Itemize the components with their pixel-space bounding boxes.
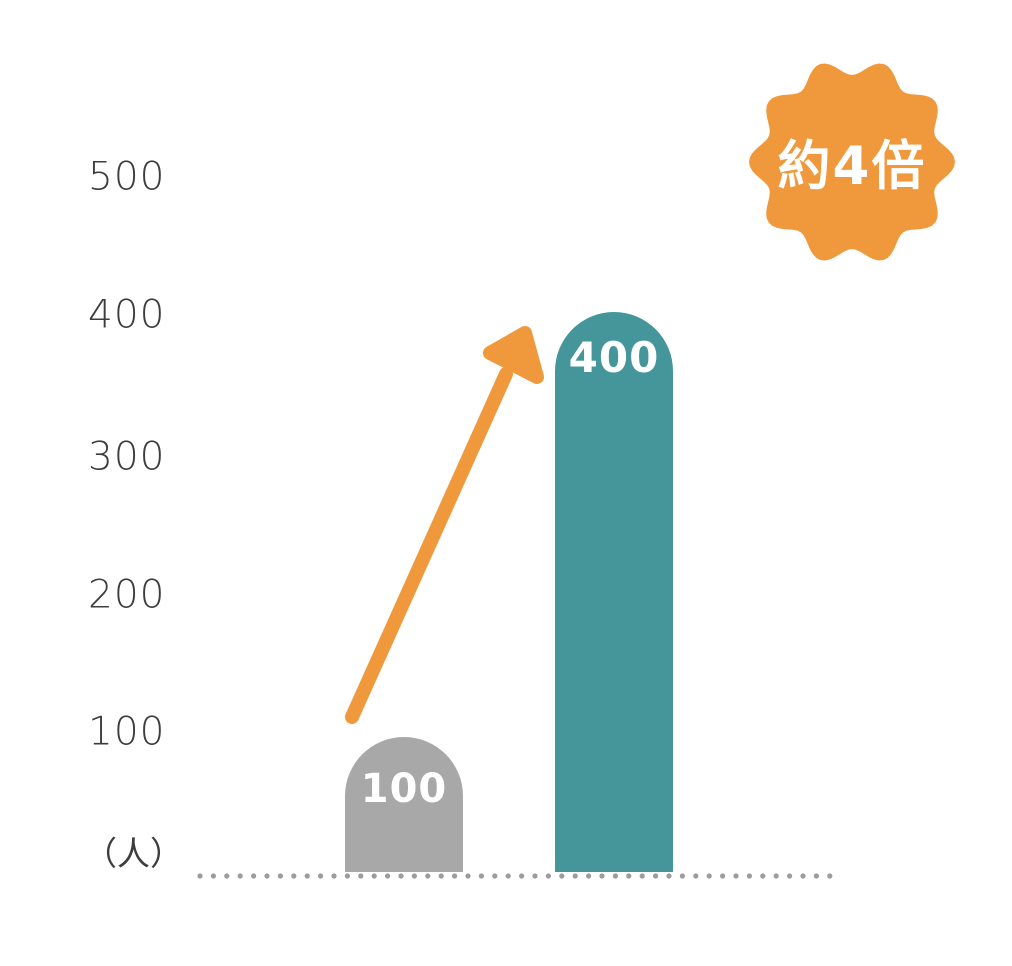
y-axis-tick-300: 300	[88, 434, 166, 480]
y-axis-tick-200: 200	[88, 572, 166, 618]
bar-before: 100	[345, 737, 463, 872]
y-axis-unit-label: （人）	[84, 834, 183, 873]
increase-arrow-icon	[345, 326, 544, 724]
multiplier-badge: 約4倍	[747, 57, 957, 267]
y-axis-tick-500: 500	[88, 154, 166, 200]
badge-seal-icon	[749, 63, 955, 261]
badge-seal-path	[749, 63, 955, 261]
bar-value-label: 100	[360, 766, 448, 812]
bar-after: 400	[555, 312, 673, 872]
badge-label: 約4倍	[777, 136, 927, 197]
y-axis-tick-400: 400	[88, 292, 166, 338]
bar-value-label: 400	[568, 333, 660, 382]
y-axis-tick-100: 100	[88, 709, 166, 755]
